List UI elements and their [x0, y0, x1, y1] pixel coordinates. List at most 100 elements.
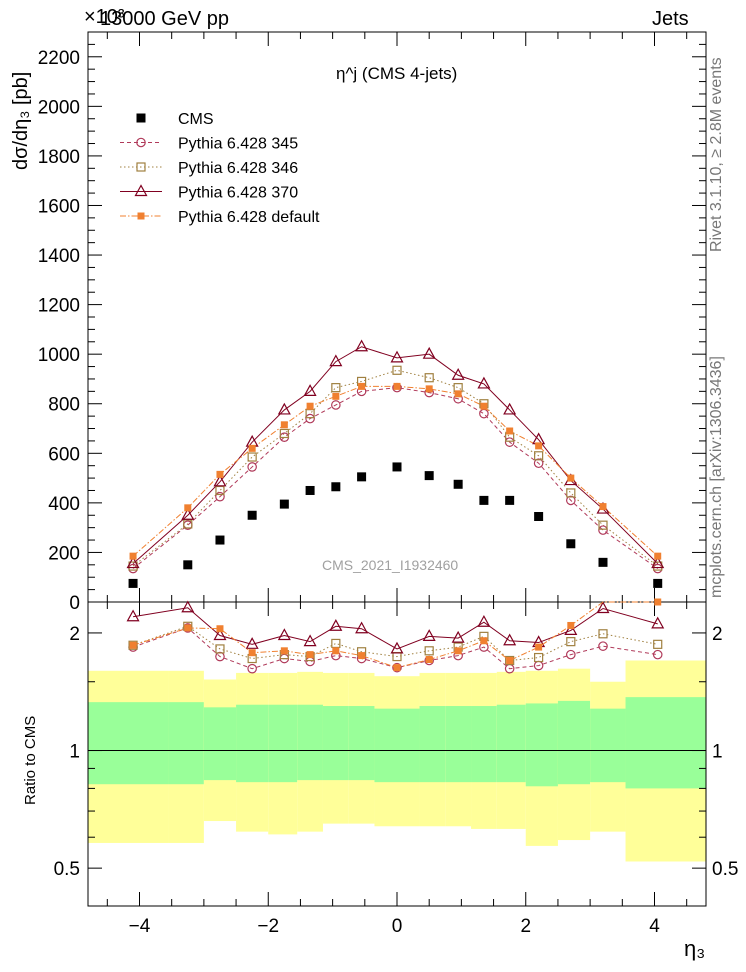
- main-series-point: [280, 421, 288, 429]
- main-y-tick-label: 1600: [38, 196, 80, 217]
- watermark: CMS_2021_I1932460: [322, 557, 459, 573]
- x-tick-label: −4: [129, 916, 151, 937]
- main-series-point: [422, 346, 436, 359]
- ratio-series-point: [424, 646, 434, 656]
- ratio-series-point: [598, 641, 608, 651]
- cms-data-point: [453, 479, 463, 489]
- cms-data-point: [505, 495, 515, 505]
- ratio-series-point: [422, 629, 436, 641]
- main-series-point: [393, 382, 401, 390]
- ratio-y-tick-label-right: 1: [712, 742, 723, 763]
- legend-marker: [136, 137, 146, 148]
- main-series-point: [184, 504, 192, 512]
- legend-label: Pythia 6.428 default: [178, 209, 320, 226]
- main-series-point: [247, 452, 257, 462]
- ratio-y-axis-label: Ratio to CMS: [22, 715, 39, 805]
- ratio-series-point: [567, 621, 575, 629]
- band-inner-bin: [419, 706, 446, 783]
- main-series-point: [129, 552, 137, 560]
- legend-label: Pythia 6.428 370: [178, 185, 298, 202]
- ratio-y-tick-label-right: 0.5: [712, 859, 738, 880]
- cms-data-point: [305, 485, 315, 495]
- main-series-point: [651, 556, 665, 569]
- cms-data-point: [598, 557, 608, 567]
- main-series-point: [535, 442, 543, 450]
- legend: CMS Pythia 6.428 345 Pythia 6.428 346 Pythi…: [120, 111, 320, 226]
- x-tick-label: 2: [520, 916, 531, 937]
- cms-data-point: [653, 578, 663, 588]
- legend-marker: [137, 212, 145, 220]
- main-series-point: [477, 376, 491, 389]
- band-inner-bin: [625, 697, 706, 789]
- main-series-point: [599, 503, 607, 511]
- main-series-point: [216, 470, 224, 478]
- main-series-point: [279, 428, 289, 439]
- main-series-point: [305, 413, 315, 424]
- cms-data-point: [128, 578, 138, 588]
- main-series-point: [305, 409, 315, 419]
- ratio-series-point: [303, 634, 317, 647]
- main-series-point: [213, 474, 227, 487]
- ratio-series-point: [358, 652, 366, 660]
- main-series-point: [479, 408, 489, 419]
- ratio-series-point: [505, 655, 515, 666]
- band-inner-bin: [88, 702, 169, 785]
- main-series-point: [392, 365, 402, 375]
- ratio-series-point: [248, 649, 256, 657]
- main-series-point: [331, 400, 341, 410]
- ratio-series-line: [132, 625, 658, 662]
- ratio-series-line: [132, 601, 658, 669]
- cms-data-point: [392, 462, 402, 472]
- ratio-series-point: [425, 656, 433, 664]
- band-inner-bin: [203, 707, 237, 781]
- ratio-series-group: [126, 598, 665, 674]
- main-series-point: [424, 373, 434, 383]
- cms-data-point: [534, 512, 544, 521]
- cms-data-point: [183, 560, 193, 570]
- main-series-point: [358, 382, 366, 390]
- ratio-series-point: [181, 600, 195, 613]
- header-process: 13000 GeV pp: [100, 8, 229, 30]
- ratio-series-point: [534, 652, 544, 663]
- mcplots-label: mcplots.cern.ch [arXiv:1306.3436]: [708, 356, 725, 598]
- ratio-y-tick-label: 0.5: [54, 859, 80, 880]
- main-series-point: [567, 474, 575, 482]
- main-series-point: [533, 458, 544, 469]
- main-series-line: [132, 346, 659, 564]
- ratio-series-point: [277, 628, 291, 641]
- band-inner-bin: [590, 708, 626, 783]
- ratio-series-point: [596, 601, 610, 614]
- main-series-point: [331, 383, 341, 393]
- band-inner-bin: [525, 703, 558, 787]
- x-tick-label: 4: [649, 916, 660, 937]
- ratio-series-point: [392, 662, 402, 673]
- ratio-series-point: [503, 633, 517, 646]
- main-y-axis-label: dσ/dη₃ [pb]: [10, 71, 32, 170]
- legend-label: CMS: [178, 111, 214, 128]
- main-series-point: [329, 354, 343, 367]
- band-inner-bin: [557, 700, 591, 785]
- main-series-point: [183, 519, 193, 529]
- ratio-series-point: [128, 640, 138, 650]
- ratio-series-point: [480, 637, 488, 645]
- ratio-series-point: [245, 637, 259, 649]
- ratio-series-point: [454, 647, 462, 655]
- band-inner-bin: [236, 704, 269, 783]
- main-series-point: [451, 367, 465, 380]
- cms-data-point: [247, 510, 257, 520]
- ratio-y-tick-label: 2: [69, 624, 80, 645]
- ratio-series-point: [598, 629, 608, 639]
- ratio-series-point: [332, 647, 340, 655]
- ratio-series-point: [566, 649, 576, 660]
- ratio-series-point: [129, 641, 137, 649]
- ratio-series-point: [216, 625, 224, 633]
- band-inner-bin: [268, 704, 298, 783]
- main-y-tick-label: 200: [48, 543, 80, 564]
- ratio-y-tick-label: 1: [69, 742, 80, 763]
- exponent-label: ×10³: [84, 6, 125, 28]
- ratio-series-point: [535, 643, 543, 651]
- ratio-series-point: [651, 616, 665, 629]
- main-series-point: [303, 384, 317, 396]
- ratio-series-point: [451, 630, 465, 643]
